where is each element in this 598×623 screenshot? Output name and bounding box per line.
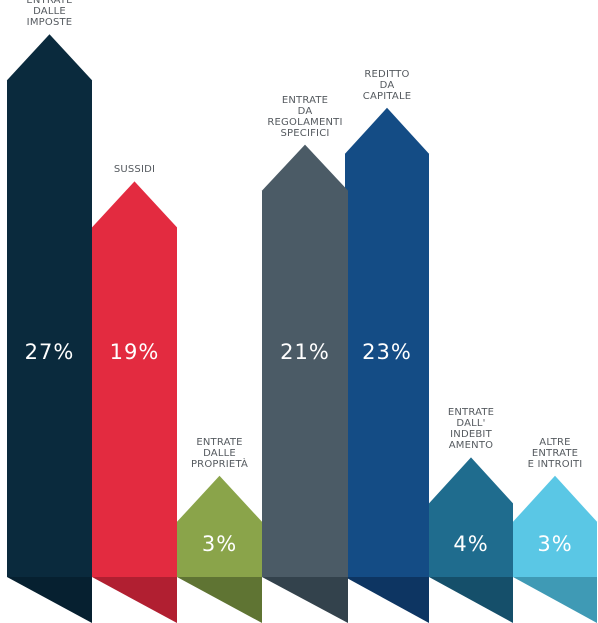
bar-fold-5: [345, 577, 429, 623]
category-label-7: ALTRE ENTRATE E INTROITI: [527, 436, 583, 470]
bar-fold-4: [262, 577, 348, 623]
value-label-7: 3%: [537, 532, 572, 556]
bar-1: [7, 34, 92, 577]
category-label-6: ENTRATE DALL' INDEBIT AMENTO: [447, 407, 495, 452]
bar-fold-6: [429, 577, 513, 623]
bar-4: [262, 144, 348, 577]
value-label-1: 27%: [25, 340, 75, 364]
bar-6: [429, 457, 513, 577]
bar-fold-1: [7, 577, 92, 623]
bar-5: [345, 107, 429, 578]
category-label-1: ENTRATE DALLE IMPOSTE: [26, 0, 73, 29]
bar-7: [513, 475, 597, 577]
category-label-2: SUSSIDI: [113, 164, 156, 176]
value-label-4: 21%: [280, 340, 330, 364]
value-label-5: 23%: [362, 340, 412, 364]
value-label-2: 19%: [110, 340, 160, 364]
category-label-3: ENTRATE DALLE PROPRIETÀ: [190, 436, 249, 470]
category-label-5: REDITTO DA CAPITALE: [362, 68, 412, 102]
category-label-4: ENTRATE DA REGOLAMENTI SPECIFICI: [267, 94, 343, 139]
value-label-3: 3%: [202, 532, 237, 556]
bar-fold-3: [177, 577, 262, 623]
bar-fold-7: [513, 577, 597, 623]
bar-2: [92, 181, 177, 577]
bar-3: [177, 475, 262, 577]
bar-fold-2: [92, 577, 177, 623]
value-label-6: 4%: [453, 532, 488, 556]
